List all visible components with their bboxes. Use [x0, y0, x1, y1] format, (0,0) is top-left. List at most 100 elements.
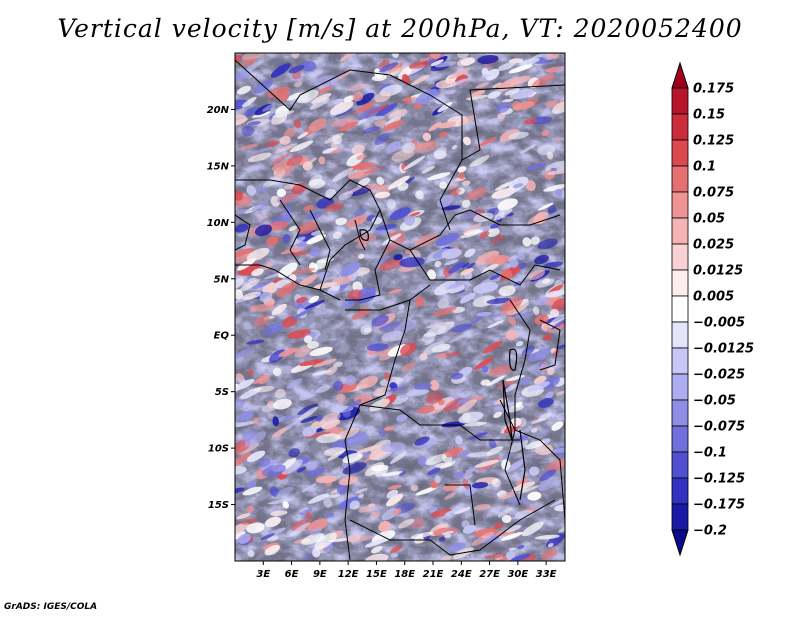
field-blob-ascent	[305, 431, 331, 439]
field-blob-ascent	[246, 505, 255, 513]
field-blob-descent	[399, 256, 425, 268]
field-blob-descent	[316, 257, 335, 264]
lake-outline	[508, 348, 518, 371]
field-blob-ascent	[470, 90, 486, 97]
field-blob-descent	[286, 378, 303, 390]
field-blob-descent	[453, 289, 466, 295]
field-blob-ascent	[283, 128, 297, 138]
field-blob-ascent	[252, 111, 271, 118]
field-blob-ascent	[343, 95, 355, 103]
field-blob-descent	[344, 375, 356, 386]
field-blob-ascent	[498, 491, 517, 500]
field-blob-ascent	[306, 234, 326, 245]
field-blob-ascent	[235, 522, 250, 537]
field-blob-ascent	[541, 548, 558, 560]
field-blob-ascent	[546, 169, 565, 175]
field-blob-ascent	[461, 180, 471, 186]
field-blob-descent	[353, 208, 367, 216]
field-blob-ascent	[290, 519, 312, 532]
field-blob-descent	[371, 216, 382, 225]
field-blob-descent	[455, 435, 463, 445]
field-blob-descent	[538, 477, 558, 491]
field-blob-ascent	[297, 131, 309, 140]
border-line	[539, 319, 561, 371]
field-blob-ascent	[501, 514, 512, 524]
field-blob-descent	[556, 344, 565, 350]
field-blob-descent	[390, 553, 399, 558]
field-blob-descent	[236, 208, 251, 215]
colorbar-label: 0.075	[693, 186, 734, 201]
field-blob-descent	[543, 209, 564, 220]
field-blob-descent	[423, 341, 445, 356]
field-blob-descent	[447, 542, 466, 552]
field-blob-descent	[513, 313, 534, 319]
field-blob-descent	[299, 509, 312, 516]
field-blob-ascent	[487, 320, 504, 329]
field-blob-descent	[489, 274, 501, 281]
field-blob-ascent	[508, 316, 517, 326]
field-blob-descent	[508, 547, 517, 551]
field-blob-ascent	[498, 285, 516, 297]
field-blob-ascent	[414, 233, 438, 247]
field-blob-descent	[550, 317, 565, 330]
field-blob-ascent	[426, 321, 452, 328]
colorbar-swatch	[671, 477, 689, 505]
y-tick-label: 10S	[208, 444, 229, 455]
field-blob-ascent	[330, 276, 353, 286]
field-blob-ascent	[474, 357, 494, 370]
field-blob-ascent	[549, 308, 559, 318]
field-blob-descent	[386, 489, 399, 499]
field-blob-ascent	[456, 399, 477, 414]
field-blob-descent	[372, 255, 390, 266]
border-line	[349, 499, 556, 556]
field-blob-descent	[439, 181, 448, 189]
border-line	[279, 199, 301, 266]
field-blob-ascent	[254, 315, 270, 327]
field-blob-ascent	[462, 136, 472, 146]
field-blob-descent	[325, 494, 340, 498]
field-blob-ascent	[388, 288, 403, 294]
field-blob-ascent	[253, 417, 260, 425]
field-blob-ascent	[270, 510, 288, 516]
field-blob-descent	[554, 504, 565, 512]
field-blob-ascent	[524, 118, 537, 125]
colorbar-label: −0.05	[693, 394, 736, 409]
field-blob-ascent	[274, 165, 295, 178]
field-blob-ascent	[320, 412, 341, 426]
field-blob-ascent	[294, 345, 312, 358]
field-blob-ascent	[323, 447, 346, 456]
x-tick-label: 18E	[394, 569, 415, 580]
field-blob-descent	[306, 212, 322, 220]
field-blob-descent	[301, 61, 316, 72]
colorbar-label: 0.15	[693, 108, 725, 123]
field-blob-descent	[493, 208, 513, 221]
field-blob-descent	[488, 312, 505, 319]
field-blob-descent	[501, 531, 523, 541]
field-blob-descent	[508, 131, 529, 140]
field-blob-descent	[480, 379, 491, 386]
field-blob-ascent	[473, 504, 491, 511]
field-blob-ascent	[475, 250, 500, 266]
field-blob-ascent	[421, 165, 435, 174]
border-line	[235, 59, 463, 231]
field-blob-descent	[497, 507, 513, 518]
field-blob-descent	[528, 466, 540, 476]
field-blob-descent	[414, 436, 430, 446]
field-blob-descent	[466, 262, 475, 270]
field-blob-ascent	[236, 85, 252, 95]
colorbar-label: −0.2	[693, 524, 727, 539]
field-blob-ascent	[293, 119, 302, 129]
field-blob-ascent	[542, 334, 553, 341]
field-blob-descent	[406, 389, 430, 397]
field-blob-ascent	[340, 53, 351, 62]
field-blob-descent	[448, 261, 466, 274]
field-blob-ascent	[354, 488, 368, 494]
border-line	[504, 299, 531, 506]
field-blob-ascent	[291, 267, 316, 274]
field-blob-descent	[425, 454, 447, 466]
field-blob-descent	[270, 63, 291, 78]
field-blob-ascent	[482, 340, 503, 354]
field-blob-ascent	[358, 504, 376, 513]
field-blob-ascent	[273, 277, 283, 285]
field-blob-descent	[242, 486, 263, 496]
